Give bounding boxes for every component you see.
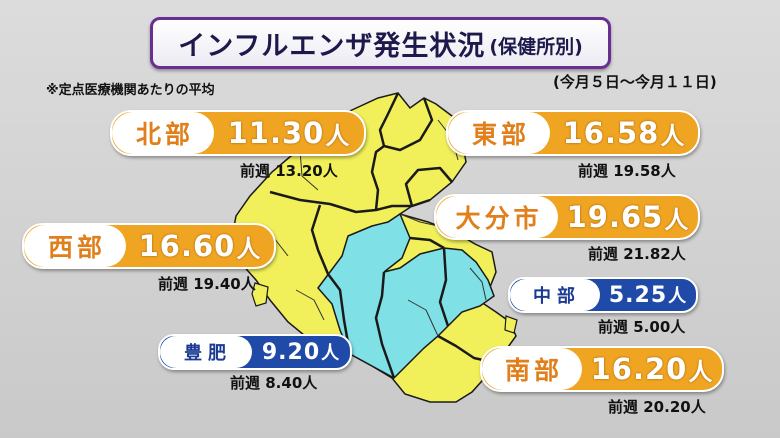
page-title: インフルエンザ発生状況	[178, 30, 486, 62]
region-value: 16.58 人	[550, 112, 698, 154]
region-name: 豊肥	[160, 336, 252, 368]
region-name: 中部	[510, 279, 600, 311]
map-island	[251, 282, 269, 307]
previous-week-seibu: 前週 19.40人	[158, 273, 256, 294]
prev-value: 5.00人	[633, 318, 686, 336]
region-badge-seibu: 西部 16.60 人	[22, 223, 276, 269]
region-value: 11.30 人	[214, 112, 364, 154]
value-number: 9.20	[261, 339, 321, 365]
page-subtitle: (保健所別)	[489, 35, 583, 58]
region-value: 5.25 人	[600, 279, 696, 311]
prev-value: 8.40人	[265, 374, 318, 392]
previous-week-oita-city: 前週 21.82人	[588, 243, 686, 264]
region-name: 東部	[448, 112, 550, 154]
previous-week-tobu: 前週 19.58人	[578, 160, 676, 181]
value-unit: 人	[236, 234, 262, 263]
region-badge-nanbu: 南部 16.20 人	[480, 346, 724, 392]
region-value: 9.20 人	[252, 336, 350, 368]
value-number: 19.65	[566, 200, 664, 234]
prev-prefix: 前週	[598, 318, 629, 336]
value-number: 16.58	[562, 116, 660, 150]
map-island	[504, 315, 518, 334]
prev-prefix: 前週	[578, 162, 609, 180]
previous-week-hohi: 前週 8.40人	[230, 372, 317, 393]
period-label: (今月５日～今月１１日)	[553, 73, 717, 91]
region-name: 西部	[24, 225, 126, 267]
prev-value: 20.20人	[643, 398, 706, 416]
region-value: 16.20 人	[582, 348, 722, 390]
value-unit: 人	[321, 343, 341, 364]
prev-prefix: 前週	[608, 398, 639, 416]
previous-week-nanbu: 前週 20.20人	[608, 396, 706, 417]
value-number: 16.60	[138, 229, 236, 263]
region-badge-oita-city: 大分市 19.65 人	[434, 194, 700, 240]
prev-prefix: 前週	[230, 374, 261, 392]
title-banner: インフルエンザ発生状況 (保健所別)	[150, 17, 611, 69]
prev-value: 13.20人	[275, 162, 338, 180]
prev-value: 19.40人	[193, 275, 256, 293]
value-unit: 人	[660, 121, 686, 150]
average-note: ※定点医療機関あたりの平均	[46, 83, 215, 98]
value-unit: 人	[688, 357, 714, 386]
value-unit: 人	[325, 121, 351, 150]
previous-week-hokubu: 前週 13.20人	[240, 160, 338, 181]
region-value: 19.65 人	[558, 196, 698, 238]
value-number: 11.30	[227, 116, 325, 150]
region-value: 16.60 人	[126, 225, 274, 267]
prev-prefix: 前週	[588, 245, 619, 263]
region-badge-hokubu: 北部 11.30 人	[110, 110, 366, 156]
previous-week-chubu: 前週 5.00人	[598, 316, 685, 337]
region-name: 南部	[482, 348, 582, 390]
region-badge-hohi: 豊肥 9.20 人	[158, 334, 352, 370]
prev-prefix: 前週	[158, 275, 189, 293]
value-number: 5.25	[608, 282, 668, 308]
prev-value: 19.58人	[613, 162, 676, 180]
region-badge-chubu: 中部 5.25 人	[508, 277, 698, 313]
region-badge-tobu: 東部 16.58 人	[446, 110, 700, 156]
map-cyan-areas	[317, 212, 495, 379]
prev-prefix: 前週	[240, 162, 271, 180]
value-number: 16.20	[590, 352, 688, 386]
region-name: 北部	[112, 112, 214, 154]
value-unit: 人	[664, 205, 690, 234]
value-unit: 人	[668, 286, 688, 307]
prev-value: 21.82人	[623, 245, 686, 263]
region-name: 大分市	[436, 196, 558, 238]
